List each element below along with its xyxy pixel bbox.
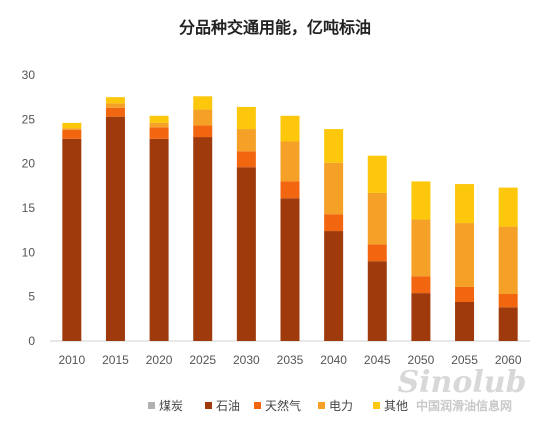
bar-segment bbox=[498, 187, 518, 227]
bar-segment bbox=[455, 184, 475, 224]
bar-segment bbox=[411, 293, 431, 341]
bar-segment bbox=[105, 103, 125, 108]
bar-segment bbox=[367, 261, 387, 341]
bar-segment bbox=[324, 214, 344, 232]
bar-segment bbox=[498, 226, 518, 295]
legend-item: 石油 bbox=[205, 399, 240, 413]
y-tick-label: 0 bbox=[28, 334, 35, 348]
legend-swatch bbox=[148, 402, 155, 409]
bar-segment bbox=[455, 223, 475, 287]
bar-segment bbox=[149, 115, 169, 123]
bar-segment bbox=[149, 127, 169, 139]
bar-segment bbox=[411, 276, 431, 294]
legend-item: 天然气 bbox=[254, 398, 301, 413]
bar-segment bbox=[367, 192, 387, 245]
legend-swatch bbox=[373, 402, 380, 409]
bar-segment bbox=[62, 138, 82, 341]
bar-segment bbox=[193, 137, 213, 341]
x-tick-label: 2020 bbox=[146, 353, 173, 367]
bar-segment bbox=[324, 129, 344, 163]
bar-segment bbox=[236, 129, 256, 152]
bar-segment bbox=[280, 115, 300, 142]
bar-segment bbox=[455, 301, 475, 341]
legend-swatch bbox=[318, 402, 325, 409]
x-tick-label: 2050 bbox=[408, 353, 435, 367]
bar-segment bbox=[236, 106, 256, 130]
legend-swatch bbox=[254, 402, 261, 409]
bar-segment bbox=[105, 116, 125, 341]
bar-segment bbox=[280, 141, 300, 182]
x-tick-label: 2055 bbox=[451, 353, 478, 367]
chart-title: 分品种交通用能，亿吨标油 bbox=[179, 18, 371, 37]
bar-segment bbox=[193, 109, 213, 126]
x-tick-label: 2030 bbox=[233, 353, 260, 367]
bar-segment bbox=[62, 128, 82, 130]
legend-label: 电力 bbox=[329, 399, 353, 413]
bars bbox=[62, 96, 518, 341]
legend-item: 煤炭 bbox=[148, 399, 183, 413]
bar-segment bbox=[498, 307, 518, 341]
bar-segment bbox=[280, 198, 300, 341]
legend-item: 电力 bbox=[318, 399, 353, 413]
legend-label: 其他 bbox=[384, 399, 408, 413]
legend-label: 石油 bbox=[216, 399, 240, 413]
bar-segment bbox=[236, 151, 256, 168]
x-axis: 2010 2015 2020 2025 2030 2035 2040 2045 2050 2055… bbox=[58, 353, 521, 367]
y-tick-label: 20 bbox=[22, 157, 36, 171]
bar-segment bbox=[62, 122, 82, 129]
bar-segment bbox=[324, 162, 344, 215]
bar-segment bbox=[324, 231, 344, 341]
legend-label: 煤炭 bbox=[159, 399, 183, 413]
bar-segment bbox=[149, 122, 169, 128]
y-tick-label: 10 bbox=[22, 245, 36, 259]
bar-segment bbox=[411, 219, 431, 277]
watermark-text: 中国润滑油信息网 bbox=[416, 398, 512, 413]
x-tick-label: 2025 bbox=[189, 353, 216, 367]
x-tick-label: 2035 bbox=[277, 353, 304, 367]
bar-segment bbox=[193, 96, 213, 110]
legend: 煤炭 石油 天然气 电力 其他 bbox=[148, 398, 408, 413]
bar-segment bbox=[193, 125, 213, 138]
x-tick-label: 2060 bbox=[495, 353, 522, 367]
x-tick-label: 2010 bbox=[58, 353, 85, 367]
bar-segment bbox=[367, 155, 387, 193]
y-tick-label: 5 bbox=[28, 290, 35, 304]
legend-item: 其他 bbox=[373, 399, 408, 413]
bar-segment bbox=[498, 294, 518, 308]
x-tick-label: 2045 bbox=[364, 353, 391, 367]
bar-segment bbox=[236, 167, 256, 341]
bar-segment bbox=[105, 107, 125, 117]
bar-segment bbox=[62, 129, 82, 139]
watermark: Sinolub 中国润滑油信息网 bbox=[397, 365, 526, 413]
x-tick-label: 2015 bbox=[102, 353, 129, 367]
y-tick-label: 30 bbox=[22, 68, 36, 82]
bar-segment bbox=[455, 286, 475, 302]
legend-label: 天然气 bbox=[265, 398, 301, 413]
watermark-logo: Sinolub bbox=[397, 365, 526, 400]
bar-segment bbox=[105, 97, 125, 104]
y-tick-label: 15 bbox=[22, 201, 36, 215]
bar-segment bbox=[411, 181, 431, 220]
x-tick-label: 2040 bbox=[320, 353, 347, 367]
bar-segment bbox=[280, 181, 300, 199]
legend-swatch bbox=[205, 402, 212, 409]
y-axis: 0 5 10 15 20 25 30 bbox=[22, 68, 36, 348]
bar-segment bbox=[149, 138, 169, 341]
y-tick-label: 25 bbox=[22, 112, 36, 126]
bar-segment bbox=[367, 244, 387, 262]
